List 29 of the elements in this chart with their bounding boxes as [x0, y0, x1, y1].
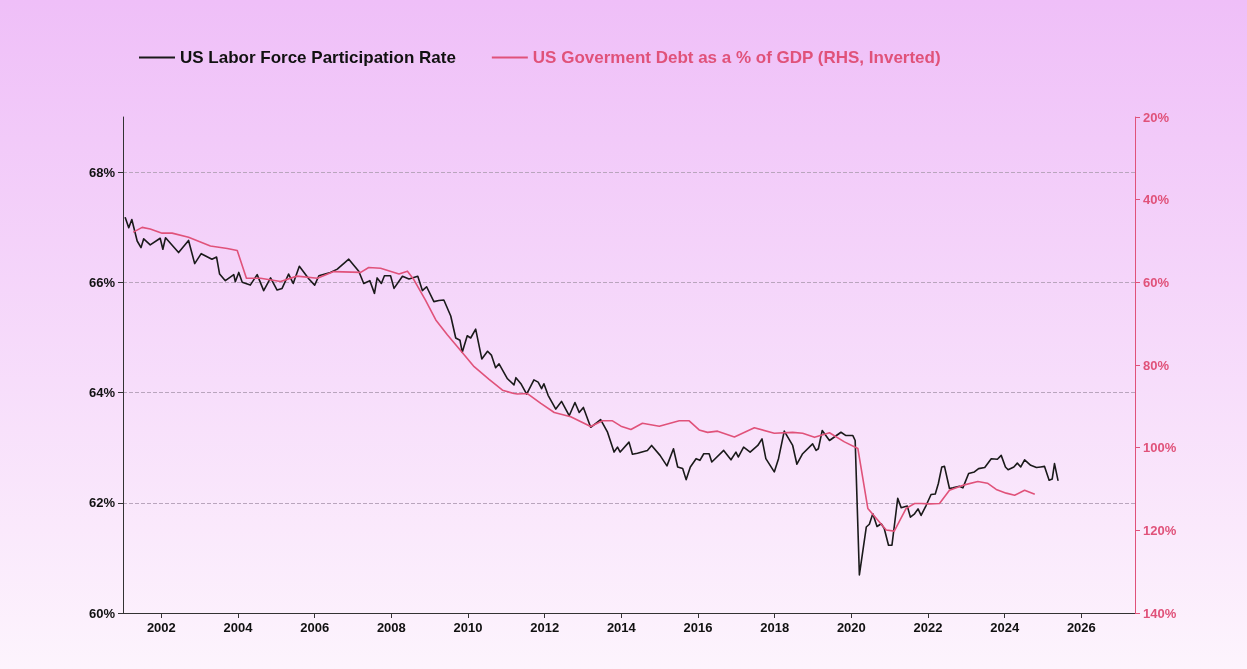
x-tick-label: 2024 [990, 620, 1020, 635]
y2-tick-label: 20% [1143, 109, 1170, 125]
x-tick-label: 2026 [1066, 620, 1096, 635]
x-tick-label: 2008 [376, 620, 406, 635]
x-tick-label: 2002 [146, 620, 176, 635]
y2-tick-label: 140% [1143, 605, 1177, 621]
x-tick-label: 2012 [530, 620, 560, 635]
y2-tick-label: 80% [1143, 357, 1170, 373]
y-tick-label: 66% [88, 274, 116, 290]
x-tick-label: 2016 [683, 620, 713, 635]
y2-tick-label: 120% [1143, 522, 1177, 538]
y-tick-label: 62% [88, 495, 116, 511]
y2-tick-label: 100% [1143, 440, 1177, 456]
x-tick-label: 2018 [760, 620, 790, 635]
legend-label: US Labor Force Participation Rate [180, 48, 456, 67]
x-tick-label: 2022 [913, 620, 943, 635]
x-tick-label: 2010 [453, 620, 483, 635]
y-tick-label: 68% [88, 164, 116, 180]
line-series [132, 226, 1035, 532]
legend-label: US Goverment Debt as a % of GDP (RHS, Inverted) [532, 48, 941, 67]
y-tick-label: 60% [88, 605, 116, 621]
x-tick-label: 2014 [606, 620, 637, 635]
x-tick-label: 2004 [223, 620, 254, 635]
x-tick-label: 2006 [300, 620, 330, 635]
line-series [124, 217, 1059, 576]
y-tick-label: 64% [88, 385, 116, 401]
x-tick-label: 2020 [836, 620, 866, 635]
y2-tick-label: 40% [1143, 192, 1170, 208]
y2-tick-label: 60% [1143, 274, 1170, 290]
